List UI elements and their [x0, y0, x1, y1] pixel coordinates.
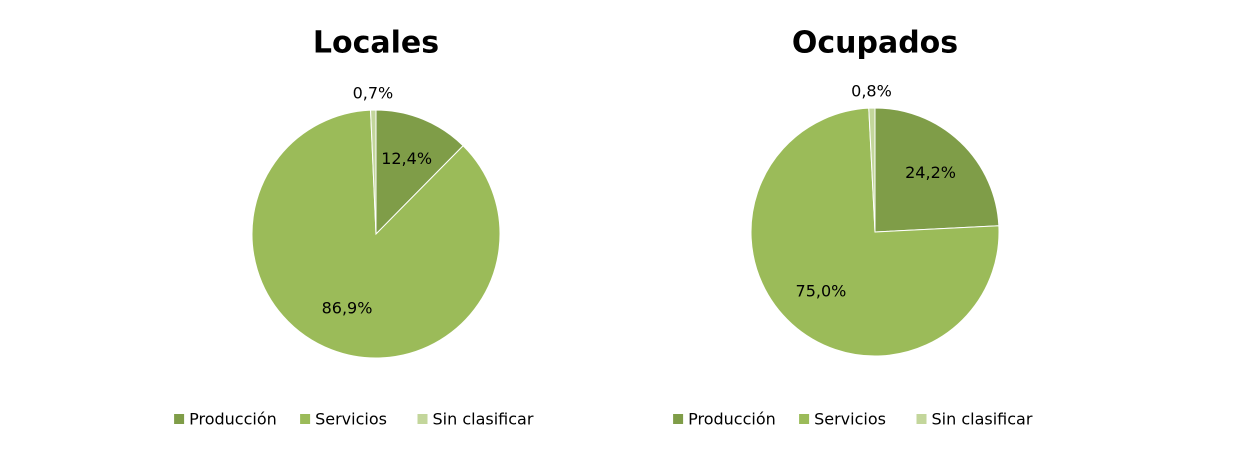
data-label: 0,7% [353, 84, 394, 103]
pie-slice [375, 109, 464, 236]
legend-label: Servicios [814, 410, 886, 429]
legend-label: Servicios [315, 410, 387, 429]
legend-swatch [799, 414, 810, 424]
pie-chart: Locales 12,4% 86,9% 0,7% Producción Servicios… [174, 26, 534, 429]
data-label: 86,9% [322, 299, 373, 318]
data-label: 0,8% [851, 82, 892, 101]
legend-swatch [916, 414, 927, 424]
pie-slice [874, 107, 1000, 233]
legend-label: Producción [189, 410, 277, 429]
legend-label: Producción [688, 410, 776, 429]
data-label: 75,0% [796, 281, 847, 300]
legend-label: Sin clasificar [932, 410, 1033, 429]
legend-swatch [673, 414, 684, 424]
legend-swatch [300, 414, 311, 424]
data-label: 24,2% [905, 163, 956, 182]
chart-title: Ocupados [792, 26, 958, 61]
pie-slice [370, 109, 377, 235]
pie-slice [251, 109, 501, 359]
chart-title: Locales [313, 26, 439, 61]
pie-chart: Ocupados 24,2% 75,0% 0,8% Producción Servicio… [673, 26, 1033, 429]
legend-swatch [174, 414, 185, 424]
legend-swatch [417, 414, 428, 424]
data-label: 12,4% [381, 149, 432, 168]
pie-slice [750, 107, 1000, 357]
pie-slice [868, 107, 876, 233]
legend-label: Sin clasificar [433, 410, 534, 429]
